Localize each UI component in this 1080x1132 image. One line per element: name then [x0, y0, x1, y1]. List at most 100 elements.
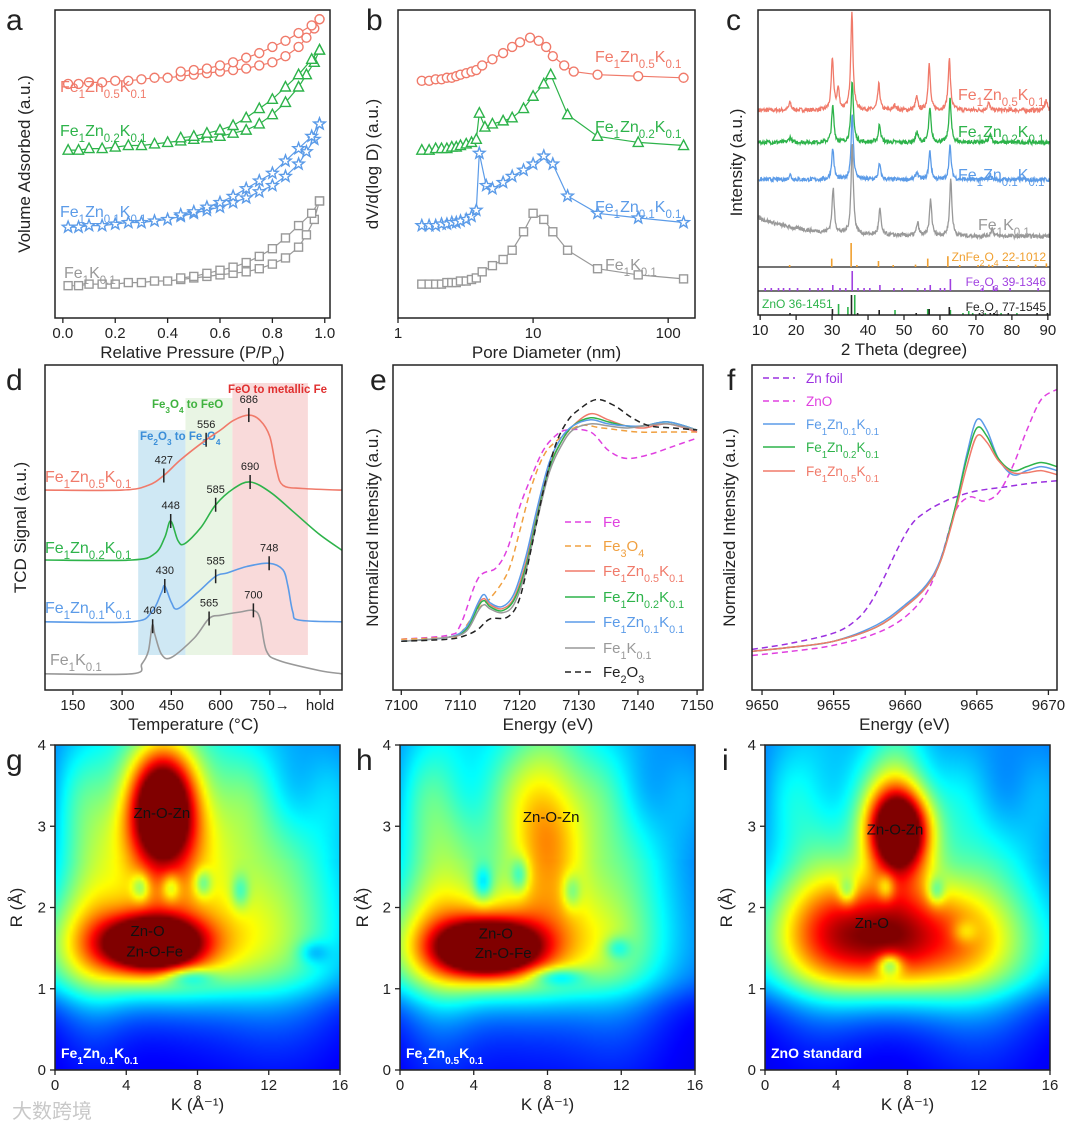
x-tick-label: 70	[968, 322, 985, 339]
data-point	[517, 101, 530, 114]
spectrum-zno	[751, 388, 1058, 657]
x-axis-title: K (Å⁻¹)	[521, 1095, 574, 1114]
y-axis-title: Volume Adsorbed (a.u.)	[15, 75, 34, 253]
series-line	[68, 49, 321, 151]
data-point	[305, 52, 318, 64]
x-axis-title: Energy (eV)	[859, 715, 950, 734]
data-point	[176, 273, 186, 283]
peak-temperature-label: 690	[241, 461, 259, 473]
x-tick-label: 7120	[503, 697, 536, 714]
wavelet-heatmap-h	[400, 745, 695, 1070]
data-point	[70, 219, 87, 234]
data-point	[148, 136, 161, 149]
data-point	[540, 41, 552, 53]
data-point	[120, 214, 136, 230]
x-tick-label: 4	[470, 1077, 478, 1094]
tpr-curve-fe1k0-1	[44, 603, 343, 676]
data-point	[97, 279, 107, 289]
sample-label: Fe1Zn0.5K0.1	[406, 1045, 484, 1067]
x-tick-label: 10	[752, 322, 769, 339]
data-point	[471, 273, 482, 283]
series-line	[180, 49, 320, 139]
axes-f	[751, 364, 1058, 695]
series-label: Fe1K0.1	[978, 217, 1030, 239]
data-point	[487, 260, 498, 271]
data-point	[110, 279, 120, 289]
data-point	[496, 113, 510, 126]
panel-letter: a	[6, 4, 23, 37]
data-point	[241, 257, 251, 268]
x-tick-label: 12	[970, 1077, 987, 1094]
data-point	[202, 268, 212, 279]
peak-temperature-label: 430	[156, 565, 174, 577]
data-point	[279, 79, 292, 92]
data-point	[306, 20, 317, 31]
data-point	[478, 120, 492, 132]
series-fe1zn0-5k0-1	[416, 32, 689, 87]
axes-i	[760, 744, 1051, 1075]
wavelet-heatmap-g	[55, 745, 340, 1070]
data-point	[301, 32, 312, 43]
data-point	[304, 128, 320, 143]
legend-label: Fe2O3	[603, 664, 644, 686]
bond-annotation: Zn-O-Zn	[523, 809, 580, 826]
data-point	[561, 107, 574, 120]
data-point	[518, 227, 529, 237]
axes-h	[395, 744, 696, 1075]
y-tick-label: 2	[748, 900, 756, 917]
series-line	[68, 200, 321, 287]
data-point	[96, 77, 108, 88]
data-point	[463, 208, 480, 223]
x-axis-title: Energy (eV)	[503, 715, 594, 734]
series-label: Fe1K0.1	[50, 652, 102, 674]
data-point	[82, 141, 96, 154]
data-point	[136, 74, 147, 85]
data-point	[495, 174, 511, 189]
region-label: Fe2O3 to Fe3O4	[140, 431, 221, 447]
series-label: Fe1K0.1	[64, 265, 116, 287]
data-point	[292, 79, 305, 92]
data-point	[175, 66, 186, 77]
panel-letter: b	[366, 4, 383, 37]
data-point	[174, 130, 187, 143]
data-point	[135, 138, 148, 151]
data-point	[254, 47, 265, 59]
region-label: FeO to metallic Fe	[228, 384, 327, 396]
data-point	[149, 72, 160, 83]
data-point	[528, 208, 538, 218]
data-point	[545, 155, 561, 171]
sample-label: Fe1Zn0.1K0.1	[61, 1045, 139, 1067]
data-point	[548, 227, 558, 237]
y-axis-title: R (Å)	[7, 888, 26, 928]
x-tick-label: 300	[110, 697, 135, 714]
x-tick-label: 450	[159, 697, 184, 714]
panel-letter: d	[6, 364, 23, 397]
data-point	[240, 123, 253, 135]
data-point	[240, 52, 252, 63]
y-tick-label: 0	[748, 1062, 756, 1079]
series-label: Fe1Zn0.1K0.1	[60, 204, 146, 226]
data-point	[226, 126, 240, 138]
data-point	[592, 264, 603, 274]
axes-c	[757, 9, 1051, 320]
series-label: Fe1Zn0.1K0.1	[958, 167, 1044, 189]
series-label: Fe1Zn0.5K0.1	[958, 87, 1044, 109]
x-tick-label: 90	[1039, 322, 1056, 339]
bond-annotation: Zn-O-Fe	[475, 945, 532, 962]
panel-letter: e	[370, 364, 387, 397]
x-axis-title: 2 Theta (degree)	[841, 340, 967, 359]
data-point	[161, 135, 174, 148]
data-point	[677, 138, 690, 151]
panel-letter: h	[356, 744, 373, 777]
data-point	[213, 129, 227, 141]
data-point	[632, 71, 644, 82]
data-point	[306, 208, 317, 218]
y-axis-title: Normalized Intensity (a.u.)	[720, 428, 739, 626]
data-point	[547, 51, 559, 62]
series-label: Fe1Zn0.2K0.1	[45, 540, 131, 562]
spectrum-fe1zn0-1k0-1	[401, 419, 698, 643]
data-point	[537, 76, 550, 89]
data-point	[225, 194, 241, 210]
series-line	[68, 18, 321, 85]
x-tick-label: 1	[394, 325, 402, 342]
